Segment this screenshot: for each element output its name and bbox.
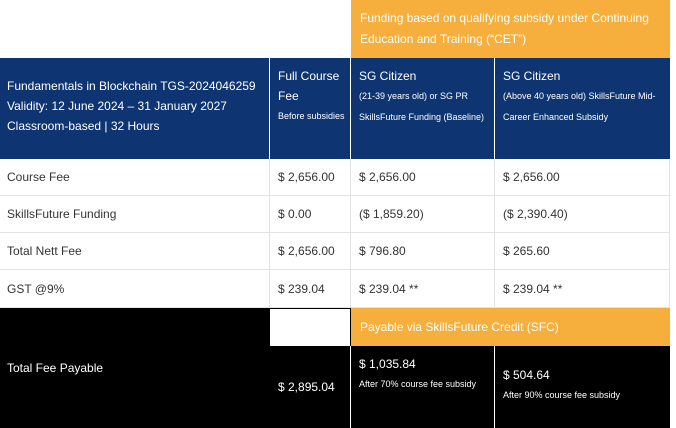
total-baseline-amount: $ 1,035.84 — [359, 357, 416, 371]
cet-banner-text: Funding based on qualifying subsidy unde… — [360, 11, 649, 46]
total-baseline-note: After 70% course fee subsidy — [359, 379, 477, 389]
total-enhanced: $ 504.64 After 90% course fee subsidy — [495, 346, 670, 428]
row-label-skillsfuture-funding: SkillsFuture Funding — [0, 196, 270, 233]
value-enhanced: $ 239.04 ** — [495, 270, 670, 308]
value-baseline: ($ 1,859.20) — [351, 196, 495, 233]
value-enhanced: $ 2,656.00 — [495, 159, 670, 196]
blank-header-cell — [0, 0, 351, 58]
total-full-fee: $ 2,895.04 — [270, 346, 351, 428]
total-baseline: $ 1,035.84 After 70% course fee subsidy — [351, 346, 495, 428]
total-enhanced-note: After 90% course fee subsidy — [503, 390, 621, 400]
value-full-fee: $ 2,656.00 — [270, 159, 351, 196]
column-title: Full Course Fee — [278, 69, 340, 103]
value-enhanced: ($ 2,390.40) — [495, 196, 670, 233]
value-baseline: $ 239.04 ** — [351, 270, 495, 308]
column-header-baseline: SG Citizen (21-39 years old) or SG PR Sk… — [351, 58, 495, 159]
column-subtitle: (Above 40 years old) SkillsFuture Mid-Ca… — [503, 91, 656, 122]
column-header-full-fee: Full Course Fee Before subsidies — [270, 58, 351, 159]
value-full-fee: $ 2,656.00 — [270, 233, 351, 270]
column-subtitle: Before subsidies — [278, 111, 345, 121]
column-header-enhanced: SG Citizen (Above 40 years old) SkillsFu… — [495, 58, 670, 159]
value-full-fee: $ 0.00 — [270, 196, 351, 233]
row-label-total-fee-payable: Total Fee Payable — [0, 308, 270, 428]
value-baseline: $ 796.80 — [351, 233, 495, 270]
sfc-payable-banner: Payable via SkillsFuture Credit (SFC) — [351, 308, 670, 346]
row-label-total-nett-fee: Total Nett Fee — [0, 233, 270, 270]
blank-sfc-cell — [270, 308, 351, 346]
value-baseline: $ 2,656.00 — [351, 159, 495, 196]
total-enhanced-amount: $ 504.64 — [503, 368, 550, 382]
value-full-fee: $ 239.04 — [270, 270, 351, 308]
cet-funding-banner: Funding based on qualifying subsidy unde… — [351, 0, 670, 58]
sfc-banner-text: Payable via SkillsFuture Credit (SFC) — [360, 320, 559, 334]
course-title-cell: Fundamentals in Blockchain TGS-202404625… — [0, 58, 270, 159]
column-title: SG Citizen — [503, 69, 561, 83]
row-label-course-fee: Course Fee — [0, 159, 270, 196]
column-subtitle: (21-39 years old) or SG PR SkillsFuture … — [359, 91, 485, 122]
column-title: SG Citizen — [359, 69, 417, 83]
course-title: Fundamentals in Blockchain TGS-202404625… — [7, 79, 256, 133]
row-label-gst: GST @9% — [0, 270, 270, 308]
value-enhanced: $ 265.60 — [495, 233, 670, 270]
